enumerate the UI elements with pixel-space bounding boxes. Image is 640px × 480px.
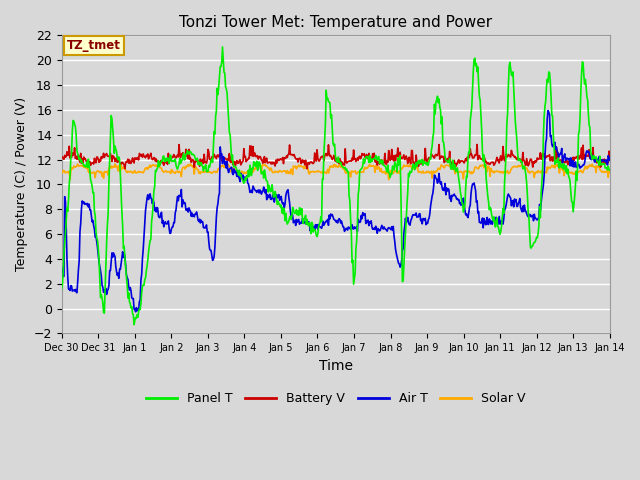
Text: TZ_tmet: TZ_tmet [67, 39, 121, 52]
X-axis label: Time: Time [319, 359, 353, 372]
Legend: Panel T, Battery V, Air T, Solar V: Panel T, Battery V, Air T, Solar V [141, 387, 531, 410]
Title: Tonzi Tower Met: Temperature and Power: Tonzi Tower Met: Temperature and Power [179, 15, 492, 30]
Y-axis label: Temperature (C) / Power (V): Temperature (C) / Power (V) [15, 97, 28, 271]
